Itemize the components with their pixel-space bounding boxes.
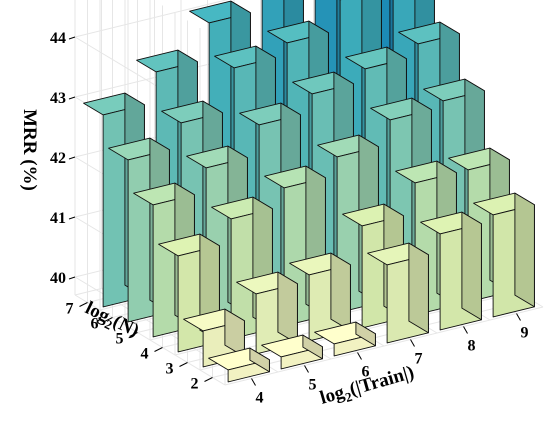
x-tick-label: 4 — [256, 390, 264, 407]
x-tick-mark — [516, 313, 521, 321]
bar — [473, 192, 535, 318]
y-tick-label: 5 — [116, 331, 124, 348]
z-tick-mark — [68, 276, 76, 280]
x-tick-mark — [410, 339, 415, 347]
z-tick-label: 40 — [50, 270, 66, 287]
bar — [420, 211, 482, 331]
bar-side-face — [277, 271, 298, 345]
x-tick-label: 9 — [521, 325, 529, 342]
x-tick-mark — [251, 378, 256, 386]
y-tick-label: 6 — [91, 316, 99, 333]
z-tick-mark — [68, 96, 76, 100]
z-axis-label: MRR (%) — [19, 109, 40, 191]
z-tick-mark — [68, 216, 76, 220]
bar — [289, 252, 351, 342]
bar — [367, 242, 429, 344]
grid-line — [224, 306, 544, 386]
bar-side-face — [249, 347, 270, 373]
bar-side-face — [514, 192, 535, 308]
y-tick-mark — [154, 347, 163, 352]
x-tick-label: 5 — [309, 377, 317, 394]
bar — [314, 321, 376, 357]
y-tick-label: 3 — [166, 361, 174, 378]
bar — [261, 334, 323, 370]
y-tick-mark — [104, 317, 113, 322]
x-tick-mark — [304, 365, 309, 373]
bar-side-face — [408, 242, 429, 334]
z-tick-mark — [68, 156, 76, 160]
x-tick-mark — [357, 352, 362, 360]
x-axis-label-main: log — [318, 382, 348, 409]
y-tick-mark — [204, 377, 213, 382]
bar-layer — [83, 0, 535, 383]
bar — [236, 271, 298, 355]
y-tick-mark — [129, 332, 138, 337]
grid-line — [74, 276, 226, 368]
y-tick-label: 2 — [191, 376, 199, 393]
z-tick-label: 43 — [50, 90, 66, 107]
x-tick-label: 7 — [415, 351, 423, 368]
x-tick-label: 8 — [468, 338, 476, 355]
z-tick-mark — [68, 36, 76, 40]
bar — [208, 347, 270, 383]
z-tick-label: 44 — [50, 30, 66, 47]
bar-side-face — [224, 308, 245, 358]
x-axis-label-tail: (|Train|) — [347, 362, 416, 400]
bar-side-face — [355, 321, 376, 347]
bar-side-face — [302, 334, 323, 360]
y-tick-mark — [179, 362, 188, 367]
z-tick-label: 42 — [50, 150, 66, 167]
bar-side-face — [330, 252, 351, 332]
x-tick-mark — [463, 326, 468, 334]
bar-side-face — [461, 211, 482, 321]
y-tick-label: 7 — [66, 301, 74, 318]
x-axis-label-sub: 2 — [343, 389, 353, 405]
z-tick-label: 41 — [50, 210, 66, 227]
y-tick-label: 4 — [141, 346, 149, 363]
x-tick-label: 6 — [362, 364, 370, 381]
y-tick-mark — [79, 302, 88, 307]
grid-line — [74, 0, 228, 38]
